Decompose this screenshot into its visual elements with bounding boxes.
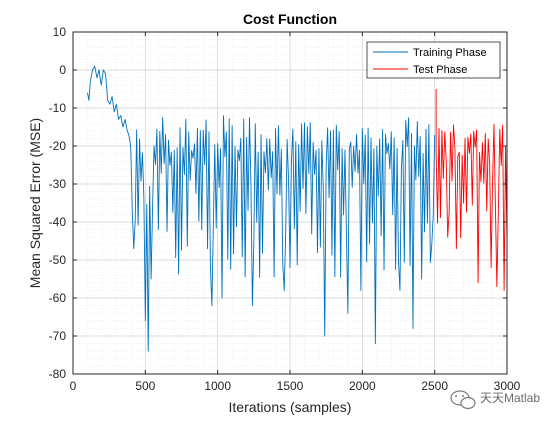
x-tick-label: 3000 <box>494 379 521 393</box>
legend-box <box>366 41 501 79</box>
y-tick-label: 10 <box>53 25 67 39</box>
series-layer <box>87 65 508 352</box>
y-tick-label: 0 <box>59 63 66 77</box>
y-tick-label: -50 <box>49 253 67 267</box>
y-axis-label: Mean Squared Error (MSE) <box>27 118 43 288</box>
x-tick-label: 1500 <box>277 379 304 393</box>
y-tick-label: -70 <box>49 329 67 343</box>
y-tick-label: -30 <box>49 177 67 191</box>
y-tick-label: -40 <box>49 215 67 229</box>
y-tick-label: -60 <box>49 291 67 305</box>
x-tick-label: 2500 <box>421 379 448 393</box>
legend-label-training: Training Phase <box>413 47 487 59</box>
wechat-icon <box>450 390 476 410</box>
y-tick-label: -10 <box>49 101 67 115</box>
x-tick-label: 2000 <box>349 379 376 393</box>
x-axis-label: Iterations (samples) <box>229 399 352 415</box>
y-tick-label: -80 <box>49 367 67 381</box>
series-line-test <box>435 89 508 291</box>
legend-label-test: Test Phase <box>413 64 467 76</box>
chart-title: Cost Function <box>243 11 337 27</box>
y-tick-label: -20 <box>49 139 67 153</box>
series-line-training <box>87 65 436 352</box>
x-tick-label: 500 <box>135 379 155 393</box>
watermark: 天天Matlab <box>450 390 540 410</box>
watermark-text: 天天Matlab <box>480 391 540 405</box>
x-tick-label: 0 <box>70 379 77 393</box>
legend: Training Phase Test Phase <box>366 41 501 79</box>
ticks: 0 500 1000 1500 2000 2500 3000 10 0 -10 -20 -30 -40 -… <box>49 25 521 393</box>
x-tick-label: 1000 <box>204 379 231 393</box>
